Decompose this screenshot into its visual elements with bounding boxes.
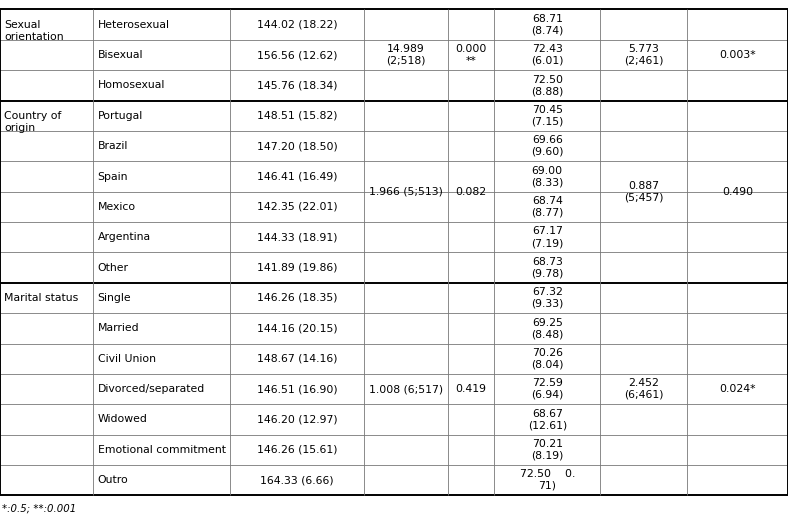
Text: 0.024*: 0.024* [719,384,756,394]
Text: 144.33 (18.91): 144.33 (18.91) [257,232,337,242]
Text: Outro: Outro [98,475,128,485]
Text: 1.966 (5;513): 1.966 (5;513) [369,187,443,197]
Text: Marital status: Marital status [4,294,78,304]
Text: 69.00
(8.33): 69.00 (8.33) [531,165,563,187]
Text: 144.02 (18.22): 144.02 (18.22) [257,19,337,30]
Text: 0.419: 0.419 [455,384,486,394]
Text: Homosexual: Homosexual [98,81,165,91]
Text: 70.45
(7.15): 70.45 (7.15) [531,105,563,126]
Text: Country of
origin: Country of origin [4,111,61,133]
Text: 68.73
(9.78): 68.73 (9.78) [531,257,563,278]
Text: Single: Single [98,293,132,303]
Text: 14.989
(2;518): 14.989 (2;518) [386,44,426,66]
Text: 148.51 (15.82): 148.51 (15.82) [257,111,337,121]
Text: Mexico: Mexico [98,202,136,212]
Text: Spain: Spain [98,171,128,181]
Text: Brazil: Brazil [98,141,128,151]
Text: 67.17
(7.19): 67.17 (7.19) [531,227,563,248]
Text: Emotional commitment: Emotional commitment [98,445,225,455]
Text: 72.43
(6.01): 72.43 (6.01) [531,44,563,66]
Text: 1.008 (6;517): 1.008 (6;517) [369,384,443,394]
Text: Portugal: Portugal [98,111,143,121]
Text: 0.082: 0.082 [455,187,486,197]
Text: 5.773
(2;461): 5.773 (2;461) [624,44,663,66]
Text: 68.74
(8.77): 68.74 (8.77) [531,196,563,218]
Text: Sexual
orientation: Sexual orientation [4,20,64,42]
Text: 0.000
**: 0.000 ** [455,44,486,66]
Text: 141.89 (19.86): 141.89 (19.86) [257,262,337,272]
Text: 145.76 (18.34): 145.76 (18.34) [257,81,337,91]
Text: 72.59
(6.94): 72.59 (6.94) [531,378,563,400]
Text: 2.452
(6;461): 2.452 (6;461) [624,378,663,400]
Text: 72.50
(8.88): 72.50 (8.88) [531,75,563,96]
Text: 156.56 (12.62): 156.56 (12.62) [257,50,337,60]
Text: *:0.5; **:0.001: *:0.5; **:0.001 [2,504,76,513]
Text: 146.26 (18.35): 146.26 (18.35) [257,293,337,303]
Text: 146.51 (16.90): 146.51 (16.90) [257,384,337,394]
Text: 146.20 (12.97): 146.20 (12.97) [257,414,337,424]
Text: 144.16 (20.15): 144.16 (20.15) [257,324,337,334]
Text: Argentina: Argentina [98,232,151,242]
Text: Married: Married [98,324,139,334]
Text: 69.25
(8.48): 69.25 (8.48) [531,318,563,339]
Text: 69.66
(9.60): 69.66 (9.60) [531,135,563,157]
Text: 67.32
(9.33): 67.32 (9.33) [531,287,563,309]
Text: Widowed: Widowed [98,414,147,424]
Text: 147.20 (18.50): 147.20 (18.50) [257,141,337,151]
Text: 0.887
(5;457): 0.887 (5;457) [624,181,663,202]
Text: 0.490: 0.490 [722,187,753,197]
Text: 70.21
(8.19): 70.21 (8.19) [531,439,563,461]
Text: 146.41 (16.49): 146.41 (16.49) [257,171,337,181]
Text: 148.67 (14.16): 148.67 (14.16) [257,354,337,364]
Text: 164.33 (6.66): 164.33 (6.66) [260,475,334,485]
Text: 142.35 (22.01): 142.35 (22.01) [257,202,337,212]
Text: 146.26 (15.61): 146.26 (15.61) [257,445,337,455]
Text: 0.003*: 0.003* [719,50,756,60]
Text: Other: Other [98,262,128,272]
Text: Divorced/separated: Divorced/separated [98,384,205,394]
Text: 70.26
(8.04): 70.26 (8.04) [531,348,563,369]
Text: 68.67
(12.61): 68.67 (12.61) [528,408,567,430]
Text: 68.71
(8.74): 68.71 (8.74) [531,14,563,35]
Text: Bisexual: Bisexual [98,50,143,60]
Text: 72.50    0.
71): 72.50 0. 71) [519,470,575,491]
Text: Heterosexual: Heterosexual [98,19,169,30]
Text: Civil Union: Civil Union [98,354,156,364]
